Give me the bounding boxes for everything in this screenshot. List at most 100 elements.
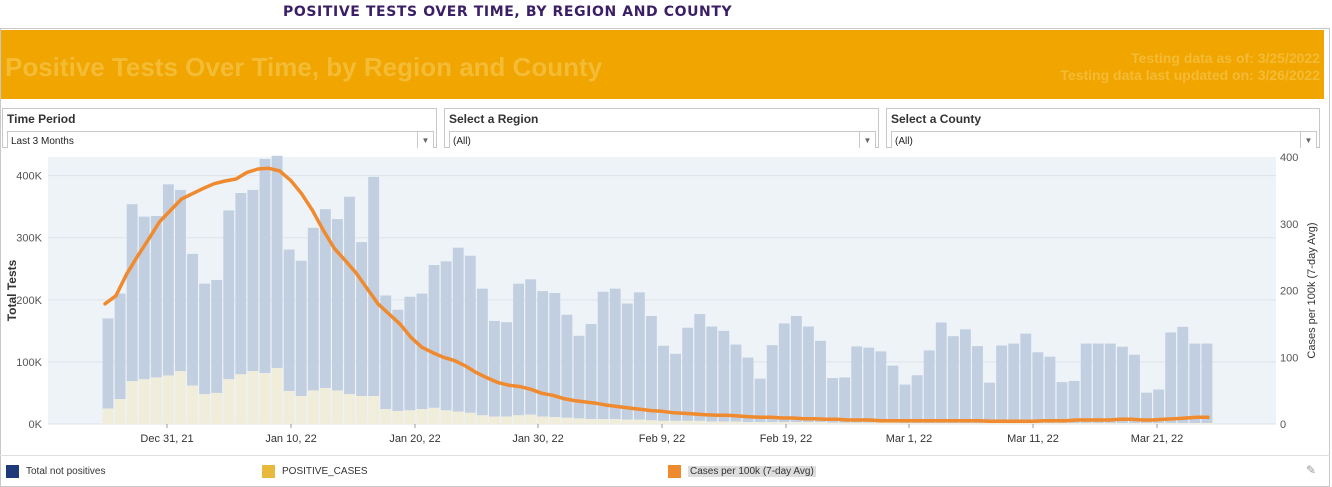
bar-positive (718, 421, 730, 424)
bar-positive (138, 379, 150, 424)
bar-positive (259, 373, 271, 424)
legend-item-cases-avg[interactable]: Cases per 100k (7-day Avg) (668, 465, 816, 478)
region-select[interactable]: (All) ▼ (449, 131, 876, 148)
bar-positive (875, 422, 887, 424)
bar-positive (464, 412, 476, 424)
bar-not-positive (271, 155, 283, 369)
bar-positive (162, 375, 174, 424)
bar-positive (319, 387, 331, 424)
county-filter[interactable]: Select a County (All) ▼ (886, 108, 1320, 148)
chart-legend: Total not positives POSITIVE_CASES Cases… (0, 455, 1330, 487)
bar-positive (1129, 423, 1140, 424)
bar-not-positive (295, 260, 307, 397)
bar-not-positive (416, 293, 428, 410)
bar-positive (392, 410, 404, 424)
bar-positive (585, 419, 597, 424)
bar-not-positive (1092, 343, 1104, 424)
bar-positive (754, 422, 766, 424)
bar-not-positive (718, 330, 730, 422)
time-period-label: Time Period (7, 112, 76, 126)
bar-positive (380, 409, 392, 424)
time-period-value: Last 3 Months (11, 136, 74, 147)
region-value: (All) (453, 136, 471, 147)
bar-positive (935, 423, 947, 424)
chevron-down-icon[interactable]: ▼ (859, 132, 875, 148)
bar-positive (1141, 423, 1152, 424)
bar-not-positive (259, 158, 271, 374)
time-period-filter[interactable]: Time Period Last 3 Months ▼ (2, 108, 437, 148)
bar-positive (1116, 423, 1128, 424)
bar-not-positive (150, 215, 162, 378)
bar-not-positive (682, 327, 694, 421)
bar-positive (658, 420, 669, 424)
bar-not-positive (380, 295, 392, 410)
bar-positive (235, 374, 247, 424)
chevron-down-icon[interactable]: ▼ (417, 132, 433, 148)
bar-positive (368, 396, 380, 424)
bar-not-positive (827, 378, 839, 423)
bar-positive (1165, 423, 1177, 424)
bar-not-positive (1141, 392, 1152, 424)
bar-positive (1104, 423, 1116, 424)
bar-not-positive (114, 293, 126, 400)
edit-pencil-icon[interactable]: ✎ (1305, 463, 1316, 477)
bar-positive (682, 420, 694, 424)
bar-not-positive (658, 345, 669, 421)
time-period-select[interactable]: Last 3 Months ▼ (7, 131, 434, 148)
bar-positive (549, 417, 561, 424)
page-heading: POSITIVE TESTS OVER TIME, BY REGION AND … (283, 4, 733, 20)
chevron-down-icon[interactable]: ▼ (1300, 132, 1316, 148)
bar-not-positive (319, 209, 331, 388)
bar-positive (972, 423, 983, 424)
bar-not-positive (464, 255, 476, 413)
bar-positive (839, 422, 851, 424)
bar-positive (742, 422, 754, 424)
bar-not-positive (1056, 382, 1068, 424)
bar-not-positive (694, 314, 706, 421)
bar-positive (501, 416, 512, 424)
bar-positive (1177, 423, 1189, 424)
last-updated: Testing data last updated on: 3/26/2022 (1060, 67, 1320, 83)
bar-not-positive (887, 365, 899, 423)
county-select[interactable]: (All) ▼ (891, 131, 1317, 148)
legend-label: POSITIVE_CASES (282, 466, 368, 477)
bar-not-positive (1177, 326, 1189, 424)
legend-item-not-positives[interactable]: Total not positives (6, 465, 106, 478)
testing-as-of: Testing data as of: 3/25/2022 (1131, 50, 1320, 66)
bar-not-positive (1104, 343, 1116, 424)
bar-not-positive (609, 288, 621, 420)
bar-positive (597, 419, 609, 424)
series-line-cases-avg (103, 166, 1210, 424)
legend-item-positive-cases[interactable]: POSITIVE_CASES (262, 465, 368, 478)
bar-positive (1032, 423, 1044, 424)
bar-positive (1080, 423, 1092, 424)
bar-not-positive (549, 292, 561, 418)
bar-not-positive (501, 322, 512, 417)
bar-not-positive (1165, 332, 1177, 424)
bar-not-positive (307, 227, 319, 391)
bar-not-positive (561, 314, 573, 418)
bar-not-positive (525, 279, 537, 415)
bar-not-positive (1068, 380, 1080, 424)
bar-positive (199, 394, 211, 424)
bar-positive (851, 422, 863, 424)
region-filter[interactable]: Select a Region (All) ▼ (444, 108, 879, 148)
bar-not-positive (1129, 354, 1140, 424)
bar-positive (1092, 423, 1104, 424)
bar-not-positive (162, 184, 174, 376)
y2-tick-label: 0 (1280, 419, 1286, 431)
bar-positive (1008, 423, 1020, 424)
bar-not-positive (247, 189, 259, 372)
bar-not-positive (102, 318, 114, 409)
y2-tick-label: 200 (1280, 286, 1298, 298)
bar-not-positive (1153, 389, 1165, 424)
bar-not-positive (911, 375, 923, 424)
bar-positive (126, 381, 138, 424)
bar-not-positive (1116, 346, 1128, 424)
bar-positive (223, 379, 235, 424)
bar-not-positive (476, 288, 488, 416)
region-label: Select a Region (449, 112, 539, 126)
bar-positive (573, 418, 585, 424)
bar-not-positive (621, 303, 633, 420)
bar-positive (344, 394, 355, 424)
